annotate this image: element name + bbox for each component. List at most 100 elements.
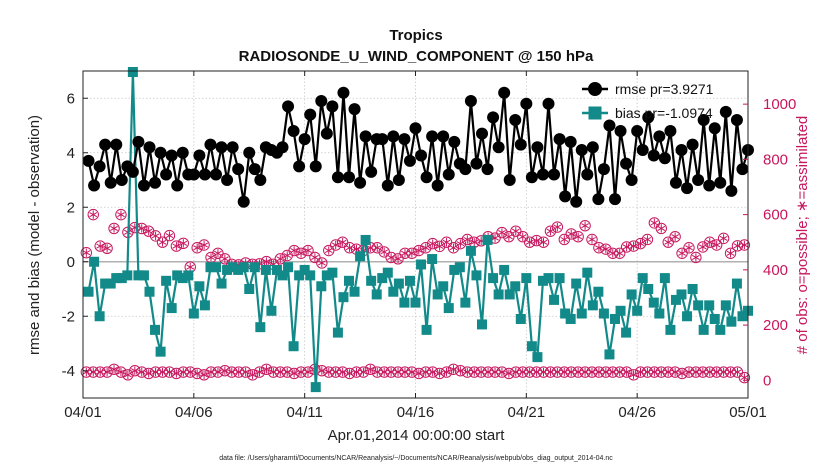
bias-point-107 xyxy=(676,289,687,300)
bias-point-68 xyxy=(460,297,471,308)
bias-point-85 xyxy=(554,273,565,284)
obs-possible-marker-lower-91 xyxy=(710,366,723,378)
obs-possible-marker-upper-69 xyxy=(558,233,570,246)
bias-point-39 xyxy=(299,264,310,275)
obs-assimilated-marker-upper-33 xyxy=(311,253,319,262)
bias-point-0 xyxy=(83,286,94,297)
obs-assimilated-marker-lower-94 xyxy=(733,367,742,377)
rmse-point-94 xyxy=(603,119,616,132)
rmse-point-98 xyxy=(625,174,638,186)
rmse-point-110 xyxy=(692,174,705,186)
obs-possible-marker-upper-45 xyxy=(392,253,404,265)
obs-possible-marker-lower-58 xyxy=(482,366,494,378)
rmse-point-40 xyxy=(304,108,317,121)
rmse-point-71 xyxy=(476,127,488,140)
obs-assimilated-marker-lower-21 xyxy=(227,367,236,377)
rmse-point-6 xyxy=(115,174,128,186)
bias-point-108 xyxy=(682,311,693,322)
obs-possible-marker-lower-67 xyxy=(544,366,557,378)
obs-assimilated-marker-lower-4 xyxy=(110,365,118,374)
bias-point-80 xyxy=(526,341,537,352)
bias-point-92 xyxy=(593,286,604,297)
bias-point-8 xyxy=(127,67,138,77)
obs-assimilated-marker-upper-82 xyxy=(650,218,659,228)
obs-assimilated-marker-upper-36 xyxy=(331,240,340,250)
obs-possible-marker-upper-73 xyxy=(586,233,598,246)
obs-possible-marker-upper-83 xyxy=(655,222,667,235)
rmse-point-100 xyxy=(636,144,649,157)
obs-assimilated-marker-lower-93 xyxy=(726,367,735,377)
bias-point-62 xyxy=(427,254,438,265)
obs-possible-marker-upper-12 xyxy=(163,229,176,242)
rmse-point-43 xyxy=(320,127,333,140)
rmse-point-104 xyxy=(658,152,671,165)
bias-series xyxy=(83,67,753,393)
y-tick-label-4: 4 xyxy=(67,145,75,162)
obs-assimilated-marker-lower-72 xyxy=(581,367,589,377)
rmse-point-115 xyxy=(719,105,732,118)
obs-possible-marker-lower-75 xyxy=(600,366,612,378)
obs-assimilated-marker-lower-74 xyxy=(595,367,603,377)
obs-assimilated-marker-lower-75 xyxy=(601,367,610,377)
bias-point-32 xyxy=(260,264,271,275)
obs-assimilated-marker-lower-89 xyxy=(698,367,707,377)
obs-possible-marker-lower-18 xyxy=(205,366,217,378)
bias-point-101 xyxy=(643,284,654,294)
obs-possible-marker-upper-92 xyxy=(717,232,730,245)
rmse-point-87 xyxy=(564,135,577,148)
obs-possible-marker-upper-90 xyxy=(704,236,716,248)
obs-assimilated-marker-upper-20 xyxy=(220,254,229,264)
obs-assimilated-marker-upper-31 xyxy=(297,249,305,258)
bias-point-27 xyxy=(233,264,244,275)
obs-possible-marker-upper-0 xyxy=(80,247,93,259)
obs-possible-marker-upper-81 xyxy=(641,233,654,246)
obs-possible-marker-upper-53 xyxy=(447,242,460,254)
obs-possible-marker-upper-42 xyxy=(371,242,383,254)
bias-point-40 xyxy=(305,270,316,281)
obs-possible-marker-upper-4 xyxy=(108,222,120,235)
bias-point-69 xyxy=(465,245,476,256)
obs-possible-marker-upper-76 xyxy=(607,247,619,259)
bias-point-97 xyxy=(621,327,632,338)
bias-point-99 xyxy=(632,305,643,316)
rmse-point-68 xyxy=(459,163,472,176)
obs-assimilated-marker-upper-11 xyxy=(158,238,167,247)
obs-possible-marker-lower-84 xyxy=(662,366,674,378)
rmse-point-45 xyxy=(331,171,344,184)
obs-assimilated-marker-lower-68 xyxy=(553,367,562,377)
y2-tick-label-5: 1000 xyxy=(763,96,796,113)
obs-assimilated-marker-lower-73 xyxy=(588,367,596,377)
rmse-point-105 xyxy=(664,124,677,137)
y2-axis-ticks: 0 200 400 600 800 1000 xyxy=(743,96,796,389)
obs-possible-marker-upper-61 xyxy=(503,231,515,243)
bias-point-115 xyxy=(720,300,731,311)
rmse-point-101 xyxy=(642,111,655,124)
rmse-point-27 xyxy=(232,163,245,176)
bias-point-16 xyxy=(172,270,183,281)
bias-point-60 xyxy=(416,259,427,270)
x-tick-label-4: 04/21 xyxy=(508,404,546,421)
obs-assimilated-marker-lower-18 xyxy=(207,367,215,377)
obs-possible-marker-lower-65 xyxy=(530,366,543,378)
bias-point-38 xyxy=(294,270,305,281)
bias-point-4 xyxy=(105,278,116,289)
bias-point-9 xyxy=(133,270,144,281)
obs-possible-marker-upper-30 xyxy=(288,244,300,257)
obs-possible-marker-lower-25 xyxy=(253,366,266,378)
obs-assimilated-marker-upper-92 xyxy=(719,234,728,243)
obs-possible-marker-upper-16 xyxy=(191,242,203,254)
rmse-point-62 xyxy=(426,130,439,143)
bias-point-117 xyxy=(731,278,742,289)
obs-assimilated-marker-upper-65 xyxy=(532,236,541,245)
obs-possible-marker-upper-66 xyxy=(537,236,550,248)
bias-point-93 xyxy=(598,308,609,319)
obs-assimilated-marker-lower-56 xyxy=(470,367,479,377)
rmse-point-50 xyxy=(359,130,372,143)
obs-possible-marker-lower-39 xyxy=(350,366,363,378)
y-axis-label: rmse and bias (model - observation) xyxy=(26,115,43,355)
obs-assimilated-marker-lower-77 xyxy=(615,367,624,377)
obs-assimilated-marker-lower-92 xyxy=(719,367,728,377)
obs-assimilated-marker-lower-44 xyxy=(387,367,396,377)
y-tick-label-0: -4 xyxy=(62,363,75,380)
obs-count-markers xyxy=(80,208,751,384)
